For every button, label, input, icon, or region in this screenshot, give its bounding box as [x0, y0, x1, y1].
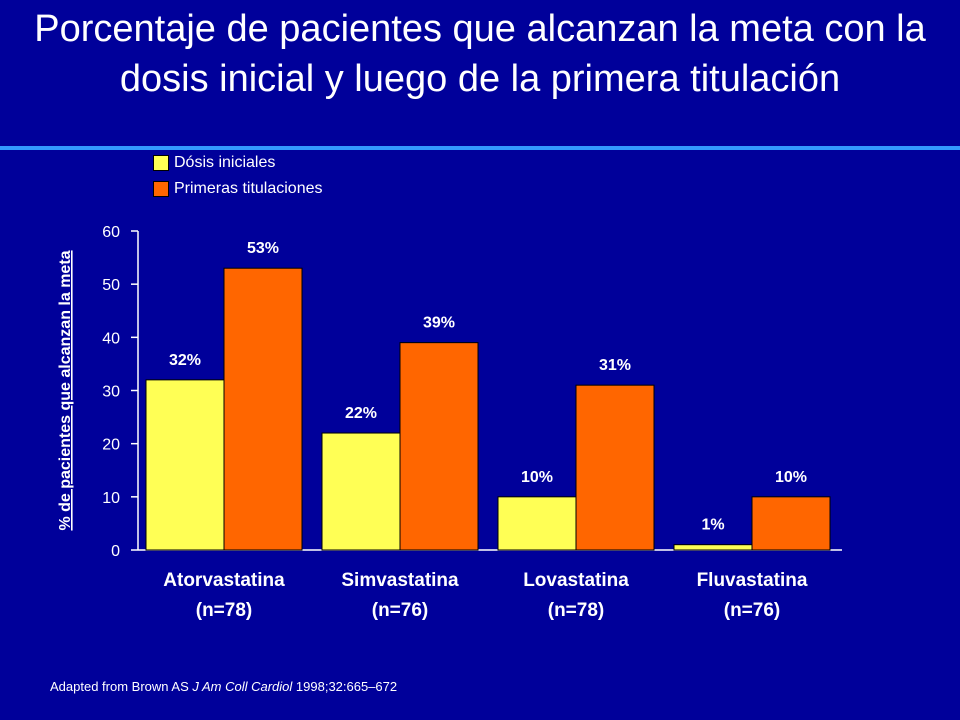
source-citation: Adapted from Brown AS J Am Coll Cardiol … — [50, 679, 397, 694]
bar-initial — [673, 544, 753, 551]
legend-swatch-titration — [153, 181, 169, 197]
slide-title: Porcentaje de pacientes que alcanzan la … — [34, 8, 926, 100]
x-category-label: Atorvastatina — [163, 570, 285, 591]
x-category-n: (n=78) — [548, 600, 605, 621]
bar-value-label: 10% — [775, 469, 807, 486]
bar-value-label: 1% — [701, 517, 724, 534]
y-tick-label: 20 — [102, 437, 120, 454]
y-tick-label: 30 — [102, 384, 120, 401]
bar-initial — [321, 432, 401, 551]
bar-titration — [751, 496, 831, 551]
chart-legend: Dósis iniciales Primeras titulaciones — [153, 153, 323, 205]
bar-value-label: 22% — [345, 405, 377, 422]
x-category-label: Fluvastatina — [697, 570, 808, 591]
bar-value-label: 10% — [521, 469, 553, 486]
bar-titration — [223, 267, 303, 551]
source-prefix: Adapted from Brown AS — [50, 679, 193, 694]
bar-value-label: 32% — [169, 352, 201, 369]
bar-initial — [145, 379, 225, 551]
x-category-n: (n=78) — [196, 600, 253, 621]
bar-titration — [575, 384, 655, 551]
y-tick-label: 10 — [102, 490, 120, 507]
legend-label-titration: Primeras titulaciones — [174, 180, 323, 197]
x-category-label: Lovastatina — [523, 570, 629, 591]
bar-value-label: 39% — [423, 315, 455, 332]
bar-value-label: 53% — [247, 240, 279, 257]
y-axis-title: % de pacientes que alcanzan la meta — [57, 250, 74, 530]
x-category-label: Simvastatina — [341, 570, 459, 591]
y-tick-label: 60 — [102, 224, 120, 241]
bar-titration — [399, 342, 479, 551]
x-category-n: (n=76) — [372, 600, 429, 621]
bar-value-label: 31% — [599, 357, 631, 374]
legend-swatch-initial — [153, 155, 169, 171]
x-category-n: (n=76) — [724, 600, 781, 621]
legend-label-initial: Dósis iniciales — [174, 154, 276, 171]
y-tick-label: 50 — [102, 277, 120, 294]
source-journal: J Am Coll Cardiol — [192, 679, 293, 694]
y-tick-label: 0 — [111, 543, 120, 560]
legend-item-initial: Dósis iniciales — [153, 153, 323, 173]
legend-item-titration: Primeras titulaciones — [153, 179, 323, 199]
y-tick-label: 40 — [102, 330, 120, 347]
bar-initial — [497, 496, 577, 551]
source-suffix: 1998;32:665–672 — [292, 679, 398, 694]
title-divider — [0, 146, 960, 150]
